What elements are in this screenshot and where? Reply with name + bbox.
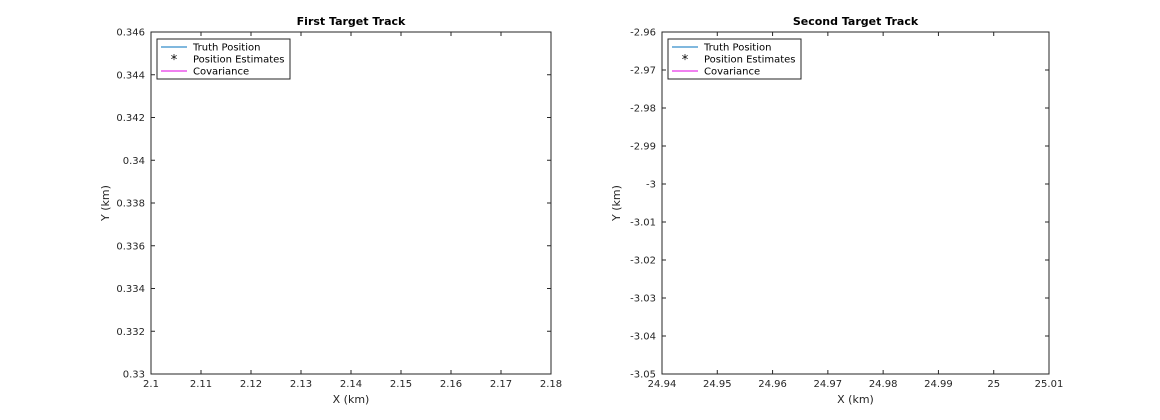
x-tick-label: 2.16 [440, 379, 462, 390]
legend-entry: Truth Position [192, 43, 260, 54]
legend-entry: Covariance [704, 67, 760, 78]
legend-swatch-estimate: * [682, 53, 689, 68]
axes-box [662, 32, 1049, 374]
legend-entry: Covariance [193, 67, 249, 78]
x-tick-label: 2.13 [290, 379, 312, 390]
legend-entry: Position Estimates [704, 55, 796, 66]
legend-entry: Truth Position [703, 43, 771, 54]
x-tick-label: 2.17 [490, 379, 512, 390]
y-axis-label: Y (km) [610, 185, 623, 222]
chart-title: Second Target Track [793, 15, 919, 28]
x-axis-label: X (km) [837, 393, 874, 406]
axes-box [151, 32, 551, 374]
y-tick-label: 0.33 [123, 370, 145, 381]
legend: Truth Position * Position EstimatesCovaria… [157, 39, 290, 79]
x-tick-label: 2.12 [240, 379, 262, 390]
y-tick-label: 0.34 [123, 156, 145, 167]
x-axis-label: X (km) [333, 393, 370, 406]
y-tick-label: -3.02 [630, 256, 656, 267]
chart-title: First Target Track [297, 15, 406, 28]
legend: Truth Position * Position EstimatesCovaria… [668, 39, 801, 79]
y-tick-label: -3.04 [630, 332, 656, 343]
x-tick-label: 24.96 [758, 379, 787, 390]
x-tick-label: 25 [987, 379, 1000, 390]
x-tick-label: 2.18 [540, 379, 562, 390]
x-tick-label: 24.95 [703, 379, 732, 390]
x-tick-label: 2.15 [390, 379, 412, 390]
y-tick-label: -2.97 [630, 66, 656, 77]
y-tick-label: -3.05 [630, 370, 656, 381]
y-tick-label: -2.96 [630, 28, 656, 39]
y-tick-label: 0.338 [116, 199, 145, 210]
chart-second-target-track: ************24.9424.9524.9624.9724.9824.… [610, 15, 1063, 406]
x-tick-label: 24.99 [924, 379, 953, 390]
y-tick-label: 0.336 [116, 241, 145, 252]
legend-swatch-estimate: * [171, 53, 178, 68]
y-tick-label: 0.332 [116, 327, 145, 338]
y-tick-label: -2.99 [630, 142, 656, 153]
x-tick-label: 24.97 [814, 379, 843, 390]
y-tick-label: -2.98 [630, 104, 656, 115]
y-tick-label: -3 [646, 180, 656, 191]
legend-entry: Position Estimates [193, 55, 285, 66]
y-tick-label: -3.01 [630, 218, 656, 229]
x-tick-label: 24.98 [869, 379, 898, 390]
y-tick-label: 0.344 [116, 70, 145, 81]
y-axis-label: Y (km) [99, 185, 112, 222]
x-tick-label: 24.94 [648, 379, 677, 390]
y-tick-label: 0.342 [116, 113, 145, 124]
chart-first-target-track: *****2.12.112.122.132.142.152.162.172.18… [99, 15, 562, 406]
x-tick-label: 25.01 [1035, 379, 1064, 390]
y-tick-label: 0.346 [116, 28, 145, 39]
x-tick-label: 2.1 [143, 379, 159, 390]
x-tick-label: 2.14 [340, 379, 362, 390]
y-tick-label: -3.03 [630, 294, 656, 305]
y-tick-label: 0.334 [116, 284, 145, 295]
x-tick-label: 2.11 [190, 379, 212, 390]
